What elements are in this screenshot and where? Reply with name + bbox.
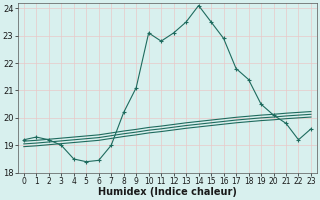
X-axis label: Humidex (Indice chaleur): Humidex (Indice chaleur) xyxy=(98,187,237,197)
